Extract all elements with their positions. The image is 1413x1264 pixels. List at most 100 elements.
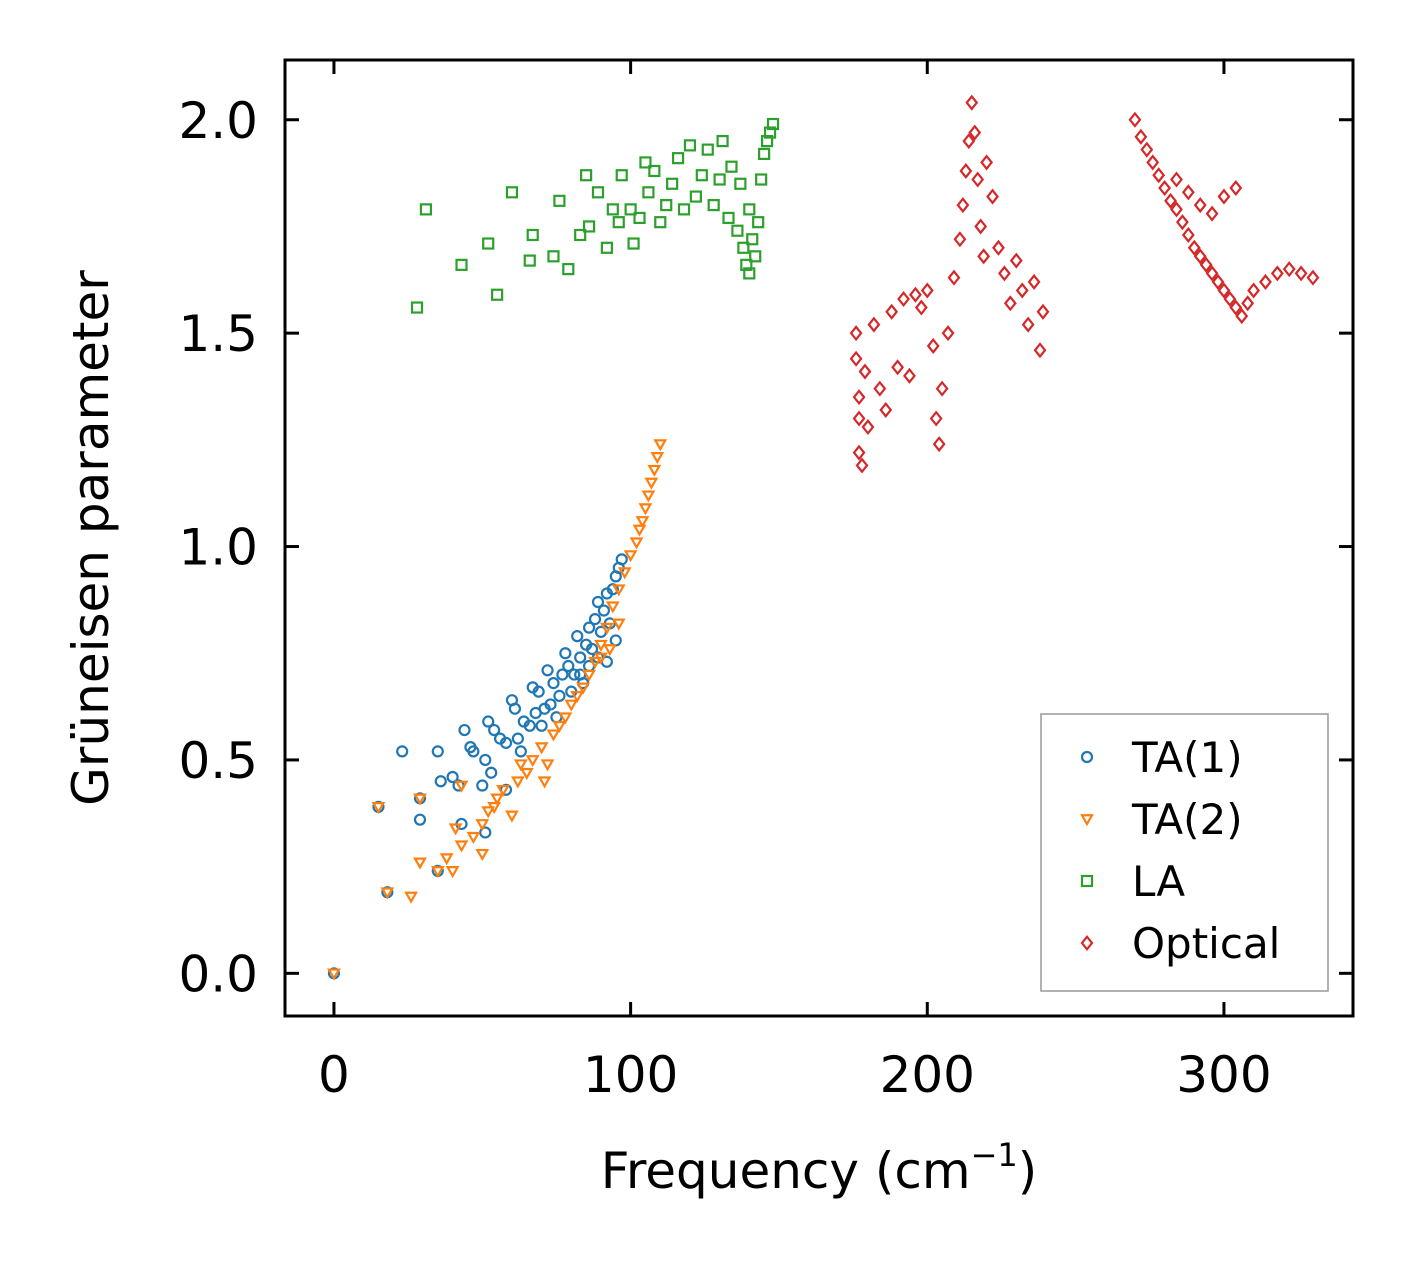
point-la (740, 258, 753, 271)
point-optical (1294, 265, 1308, 282)
point-optical (977, 248, 991, 265)
point-la (760, 134, 774, 148)
point-optical (849, 325, 863, 342)
point-ta-1 (523, 719, 536, 732)
point-optical (861, 419, 875, 436)
point-la (582, 220, 596, 233)
point-la (627, 237, 640, 250)
point-ta-2 (505, 810, 519, 823)
y-tick-label: 2.0 (178, 92, 258, 150)
point-optical (968, 124, 982, 141)
point-la (716, 134, 729, 148)
point-ta-1 (476, 779, 489, 792)
point-ta-2 (635, 516, 650, 529)
legend-label-la: LA (1132, 857, 1185, 906)
point-ta-2 (602, 644, 617, 657)
point-optical (947, 269, 961, 286)
point-ta-2 (466, 831, 481, 844)
point-optical (852, 444, 866, 461)
y-tick-label: 0.0 (178, 945, 258, 1003)
point-ta-2 (641, 490, 656, 503)
point-la (766, 117, 780, 131)
point-ta-2 (653, 439, 668, 452)
point-la (654, 216, 667, 229)
point-ta-2 (413, 793, 427, 806)
legend-marker-la (1080, 874, 1094, 888)
point-la (526, 228, 539, 242)
point-optical (986, 188, 999, 205)
point-la (734, 177, 747, 190)
point-ta-2 (404, 891, 418, 904)
point-ta-1 (559, 647, 572, 660)
point-la (749, 250, 762, 263)
legend-label-optical: Optical (1132, 919, 1280, 968)
point-optical (891, 359, 905, 376)
point-optical (1134, 128, 1148, 145)
point-ta-1 (562, 659, 575, 673)
point-ta-2 (540, 759, 555, 772)
point-optical (1282, 261, 1296, 278)
point-optical (1205, 205, 1219, 222)
point-la (689, 190, 702, 203)
legend-marker-ta-1 (1080, 750, 1094, 764)
point-la (743, 203, 756, 216)
point-optical (992, 239, 1005, 256)
point-ta-2 (605, 601, 620, 614)
y-tick-label: 0.5 (178, 732, 258, 790)
point-optical (998, 265, 1011, 282)
point-optical (1217, 188, 1231, 205)
point-optical (926, 337, 940, 354)
point-ta-2 (475, 848, 490, 862)
point-la (707, 199, 720, 212)
point-ta-1 (574, 651, 587, 664)
point-optical (1170, 171, 1183, 188)
point-ta-2 (481, 806, 496, 819)
point-la (482, 237, 495, 250)
point-ta-1 (553, 689, 566, 703)
point-ta-1 (532, 685, 545, 698)
point-ta-1 (488, 723, 501, 737)
point-la (648, 164, 661, 178)
point-la (505, 186, 519, 199)
point-ta-2 (454, 840, 469, 853)
point-la (591, 186, 605, 199)
point-la (639, 156, 652, 169)
point-ta-1 (431, 745, 444, 758)
point-optical (935, 380, 949, 397)
point-la (574, 228, 587, 242)
point-optical (1211, 273, 1225, 290)
point-ta-2 (546, 729, 561, 742)
point-optical (855, 457, 869, 474)
point-optical (914, 299, 928, 316)
point-optical (1146, 154, 1160, 171)
point-ta-2 (490, 793, 505, 806)
point-ta-1 (467, 745, 480, 758)
point-optical (959, 162, 973, 179)
point-optical (920, 282, 934, 299)
point-optical (1199, 256, 1213, 273)
plot-frame (283, 58, 1355, 1018)
point-optical (1217, 282, 1231, 299)
point-optical (879, 401, 893, 418)
point-la (491, 288, 504, 301)
legend-label-ta-1: TA(1) (1131, 733, 1243, 782)
point-optical (1205, 265, 1219, 282)
x-tick-label: 0 (318, 1046, 350, 1104)
point-optical (953, 231, 967, 248)
point-ta-1 (396, 745, 409, 758)
point-la (763, 126, 777, 139)
point-optical (1009, 252, 1023, 269)
point-ta-1 (485, 766, 498, 779)
point-optical (852, 389, 866, 406)
point-la (701, 143, 714, 156)
point-ta-2 (617, 567, 632, 580)
point-ta-2 (439, 853, 454, 866)
point-ta-1 (585, 642, 599, 656)
point-la (737, 241, 750, 254)
point-optical (1193, 248, 1207, 265)
point-la (666, 177, 679, 190)
point-optical (873, 380, 887, 397)
point-ta-2 (588, 656, 602, 669)
y-tick-label: 1.0 (178, 519, 258, 577)
point-optical (1306, 269, 1320, 286)
